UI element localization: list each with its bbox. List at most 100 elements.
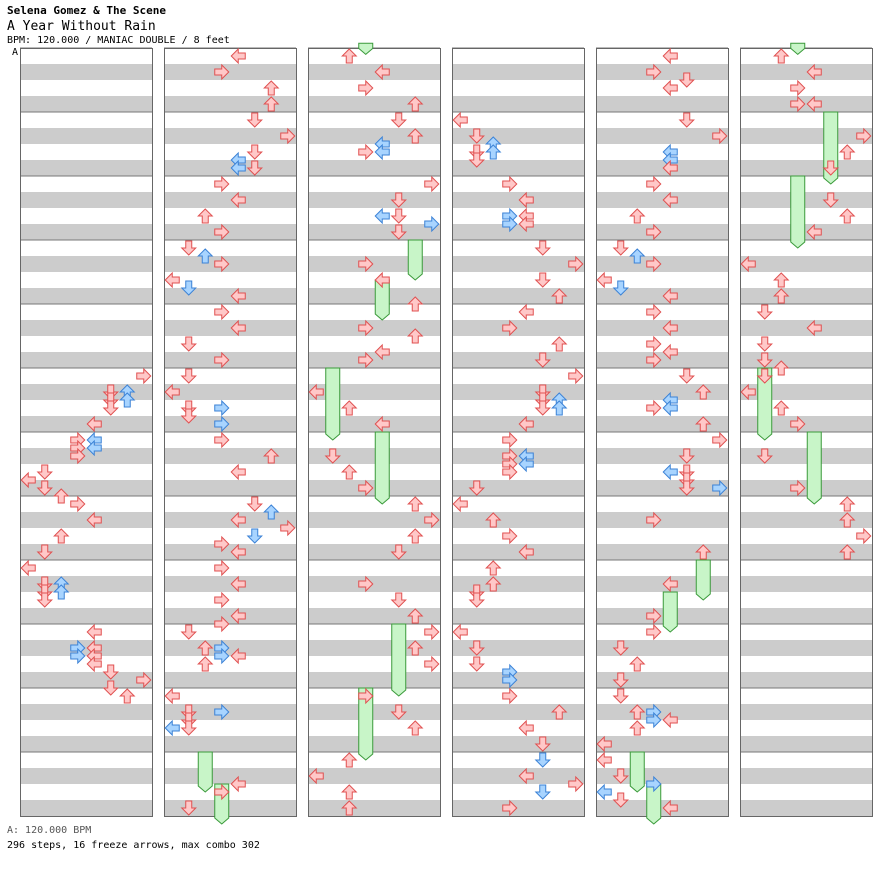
step-arrow-right: [214, 399, 230, 417]
step-arrow-left: [662, 399, 678, 417]
step-arrow-down: [390, 208, 407, 224]
step-arrow-left: [740, 383, 756, 401]
step-arrow-right: [214, 431, 230, 449]
column-border: [308, 48, 441, 817]
step-arrow-down: [678, 480, 695, 496]
beat-stripe: [308, 672, 440, 688]
beat-stripe: [20, 512, 152, 528]
step-arrow-down: [534, 352, 551, 368]
step-arrow-left: [662, 799, 678, 817]
beat-stripe: [740, 256, 872, 272]
step-arrow-left: [662, 575, 678, 593]
beat-stripe: [20, 160, 152, 176]
step-arrow-up: [341, 800, 358, 816]
step-arrow-up: [407, 328, 424, 344]
step-arrow-left: [662, 319, 678, 337]
step-arrow-down: [678, 112, 695, 128]
step-arrow-right: [214, 591, 230, 609]
step-arrow-right: [424, 175, 440, 193]
beat-stripe: [740, 768, 872, 784]
beat-stripe: [596, 384, 728, 400]
beat-stripe: [452, 384, 584, 400]
column-border: [164, 48, 297, 817]
step-arrow-up: [341, 752, 358, 768]
beat-stripe: [308, 448, 440, 464]
beat-stripe: [452, 576, 584, 592]
step-arrow-left: [86, 439, 102, 457]
beat-stripe: [308, 192, 440, 208]
beat-stripe: [452, 512, 584, 528]
step-arrow-up: [485, 576, 502, 592]
step-arrow-left: [86, 655, 102, 673]
beat-stripe: [596, 64, 728, 80]
step-arrow-down: [468, 128, 485, 144]
step-arrow-up: [839, 512, 856, 528]
beat-stripe: [164, 672, 296, 688]
step-arrow-right: [502, 527, 518, 545]
step-arrow-right: [214, 559, 230, 577]
step-arrow-left: [806, 95, 822, 113]
beat-stripe: [452, 768, 584, 784]
step-arrow-right: [214, 703, 230, 721]
step-arrow-right: [214, 783, 230, 801]
beat-stripe: [452, 352, 584, 368]
beat-stripe: [164, 256, 296, 272]
step-arrow-left: [86, 623, 102, 641]
beat-stripe: [452, 128, 584, 144]
beat-stripe: [164, 64, 296, 80]
step-arrow-right: [712, 479, 728, 497]
step-arrow-up: [407, 96, 424, 112]
beat-stripe: [164, 128, 296, 144]
step-arrow-up: [773, 272, 790, 288]
beat-stripe: [452, 608, 584, 624]
freeze-arrow: [325, 367, 341, 441]
step-arrow-down: [822, 192, 839, 208]
step-arrow-right: [70, 447, 86, 465]
beat-stripe: [596, 512, 728, 528]
freeze-arrow: [790, 42, 806, 56]
freeze-arrow: [358, 687, 374, 761]
step-arrow-up: [407, 528, 424, 544]
step-arrow-up: [341, 400, 358, 416]
beat-stripe: [20, 416, 152, 432]
beat-stripe: [308, 64, 440, 80]
step-arrow-right: [790, 479, 806, 497]
beat-stripe: [740, 480, 872, 496]
step-arrow-left: [662, 159, 678, 177]
step-arrow-up: [551, 288, 568, 304]
beat-stripe: [452, 64, 584, 80]
step-arrow-left: [308, 383, 324, 401]
freeze-arrow: [407, 239, 423, 281]
beat-stripe: [164, 160, 296, 176]
step-arrow-right: [214, 223, 230, 241]
step-arrow-right: [646, 175, 662, 193]
step-arrow-left: [308, 767, 324, 785]
beat-stripe: [740, 128, 872, 144]
beat-stripe: [164, 416, 296, 432]
step-arrow-right: [568, 775, 584, 793]
step-arrow-down: [36, 464, 53, 480]
freeze-arrow: [662, 591, 678, 633]
step-arrow-left: [20, 559, 36, 577]
step-arrow-left: [518, 191, 534, 209]
beat-stripe: [740, 448, 872, 464]
beat-stripe: [452, 640, 584, 656]
step-arrow-down: [324, 448, 341, 464]
column-border: [740, 48, 873, 817]
step-arrow-left: [662, 463, 678, 481]
beat-stripe: [596, 320, 728, 336]
step-arrow-right: [856, 527, 872, 545]
beat-stripe: [164, 800, 296, 816]
beat-stripe: [740, 288, 872, 304]
beat-stripe: [596, 128, 728, 144]
freeze-arrow: [374, 431, 390, 505]
step-arrow-down: [756, 352, 773, 368]
step-arrow-up: [839, 496, 856, 512]
step-arrow-right: [214, 615, 230, 633]
step-arrow-right: [280, 127, 296, 145]
step-arrow-left: [596, 271, 612, 289]
beat-stripe: [164, 576, 296, 592]
step-arrow-up: [341, 784, 358, 800]
step-arrow-left: [374, 343, 390, 361]
